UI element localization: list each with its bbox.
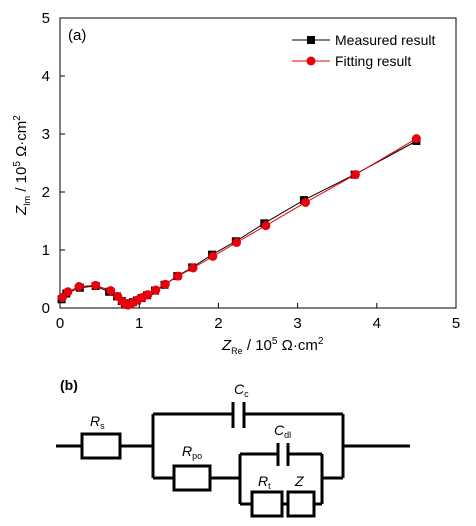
panel-label-b: (b) bbox=[60, 377, 78, 393]
x-tick-label: 1 bbox=[135, 315, 143, 332]
data-point bbox=[411, 134, 421, 144]
series-line bbox=[62, 138, 417, 306]
legend: Measured result Fitting result bbox=[292, 32, 435, 69]
y-axis-title: ZIm / 105 Ω·cm2 bbox=[12, 115, 32, 216]
series-line bbox=[61, 140, 417, 306]
data-point bbox=[160, 279, 170, 289]
legend-label-measured: Measured result bbox=[335, 32, 435, 48]
data-point bbox=[232, 237, 242, 247]
x-tick-label: 3 bbox=[293, 315, 301, 332]
data-point bbox=[57, 293, 67, 303]
data-point bbox=[106, 286, 116, 296]
label-cdl: Cdl bbox=[274, 422, 291, 440]
element-z bbox=[286, 490, 316, 518]
y-tick-label: 4 bbox=[42, 68, 50, 85]
label-cc: Cc bbox=[234, 381, 249, 399]
x-tick-label: 0 bbox=[56, 315, 64, 332]
x-ticks: 0 1 2 3 4 5 bbox=[56, 303, 460, 332]
y-ticks: 0 1 2 3 4 5 bbox=[42, 10, 65, 317]
y-tick-label: 2 bbox=[42, 184, 50, 201]
x-axis-title: ZRe / 105 Ω·cm2 bbox=[221, 336, 324, 356]
circuit-diagram: (b) Rs Cc Rpo Cdl Rt bbox=[56, 377, 410, 518]
legend-marker-fitting bbox=[306, 56, 316, 66]
series-layer bbox=[57, 134, 421, 310]
legend-marker-measured bbox=[307, 36, 315, 44]
label-rt: Rt bbox=[258, 473, 271, 491]
data-point bbox=[151, 285, 161, 295]
legend-label-fitting: Fitting result bbox=[335, 53, 411, 69]
series-measured bbox=[57, 136, 421, 309]
data-point bbox=[261, 221, 271, 231]
label-rs: Rs bbox=[90, 413, 105, 431]
label-rpo: Rpo bbox=[182, 443, 202, 461]
resistor-rpo bbox=[172, 464, 212, 492]
data-point bbox=[63, 287, 73, 297]
data-point bbox=[208, 251, 218, 261]
plot-area: 0 1 2 3 4 5 0 1 2 3 4 5 (a) Measured result Fittin… bbox=[12, 10, 460, 356]
y-tick-label: 1 bbox=[42, 242, 50, 259]
label-z: Z bbox=[294, 473, 304, 489]
resistor-rt bbox=[250, 490, 284, 518]
data-point bbox=[143, 290, 153, 300]
y-tick-label: 3 bbox=[42, 126, 50, 143]
data-point bbox=[173, 271, 183, 281]
data-point bbox=[301, 197, 311, 207]
y-tick-label: 5 bbox=[42, 10, 50, 27]
x-tick-label: 4 bbox=[373, 315, 381, 332]
resistor-rs bbox=[80, 432, 122, 460]
data-point bbox=[91, 280, 101, 290]
plot-frame bbox=[59, 17, 457, 309]
series-fitting bbox=[57, 134, 421, 310]
data-point bbox=[74, 282, 84, 292]
x-tick-label: 2 bbox=[214, 315, 222, 332]
x-tick-label: 5 bbox=[452, 315, 460, 332]
y-tick-label: 0 bbox=[42, 300, 50, 317]
data-point bbox=[350, 170, 360, 180]
panel-label-a: (a) bbox=[68, 27, 86, 44]
data-point bbox=[188, 263, 198, 273]
